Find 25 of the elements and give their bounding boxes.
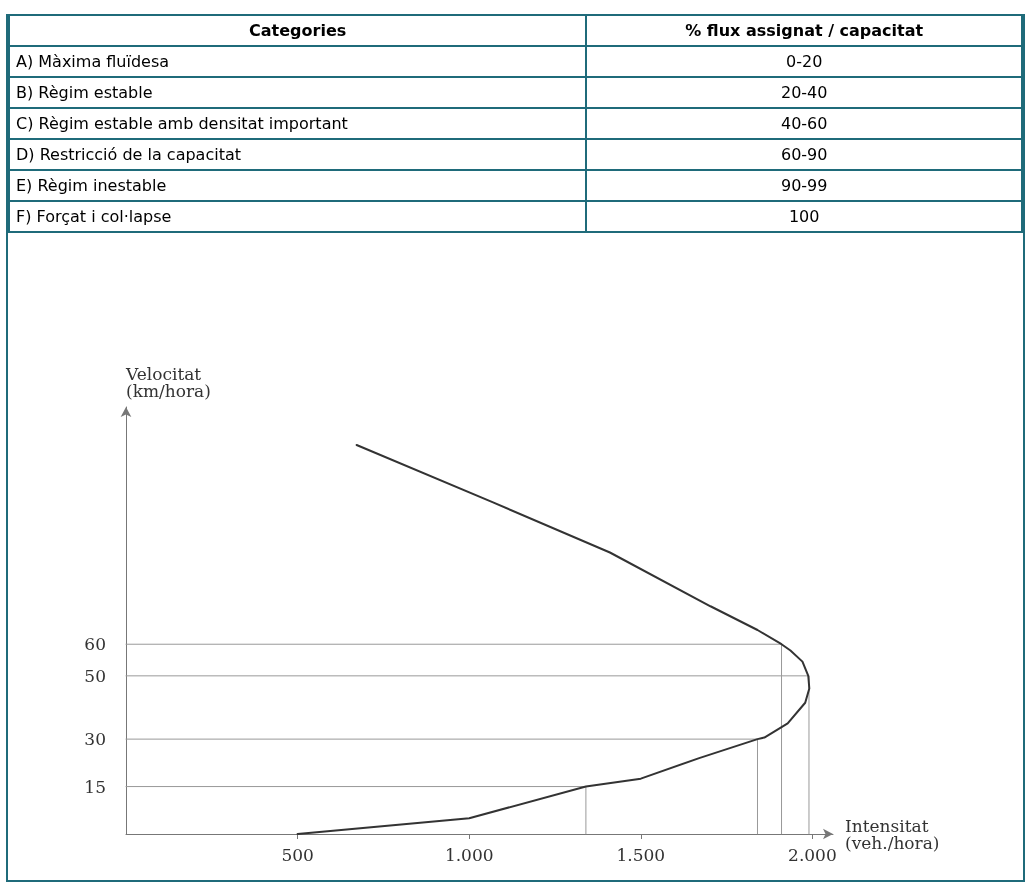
y-axis-title: Velocitat (km/hora) xyxy=(125,363,211,401)
text: 40-60 xyxy=(780,114,828,133)
category-label: B) Règim estable xyxy=(9,77,587,108)
text: 100 xyxy=(788,207,820,226)
category-label: E) Règim inestable xyxy=(9,170,587,201)
x-tick-label: 1.500 xyxy=(616,844,666,865)
y-tick-label: 50 xyxy=(84,665,106,686)
text: 20-40 xyxy=(780,83,828,102)
x-tick-label: 500 xyxy=(281,844,314,865)
y-tick-label: 30 xyxy=(84,729,106,750)
x-tick-label: 1.000 xyxy=(444,844,494,865)
category-label: F) Forçat i col·lapse xyxy=(9,201,587,232)
text: 0-20 xyxy=(786,52,823,71)
text: Categories xyxy=(9,15,587,46)
y-tick-label: 60 xyxy=(84,634,106,655)
y-tick-label: 15 xyxy=(84,776,106,797)
line-series xyxy=(296,443,811,835)
text: % flux assignat / capacitat xyxy=(586,15,1022,46)
text: 60-90 xyxy=(780,145,828,164)
x-tick-label: 2.000 xyxy=(788,844,837,865)
category-label: D) Restricció de la capacitat xyxy=(9,139,587,170)
text: 90-99 xyxy=(780,176,828,195)
category-label: C) Règim estable amb densitat important xyxy=(9,108,587,139)
x-axis-title: Intensitat (veh./hora) xyxy=(845,815,940,853)
category-label: A) Màxima fluïdesa xyxy=(9,46,587,77)
